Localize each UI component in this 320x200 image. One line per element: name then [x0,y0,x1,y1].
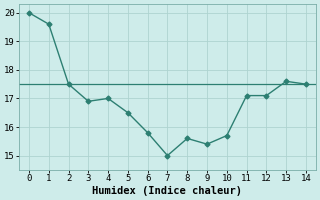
X-axis label: Humidex (Indice chaleur): Humidex (Indice chaleur) [92,186,243,196]
